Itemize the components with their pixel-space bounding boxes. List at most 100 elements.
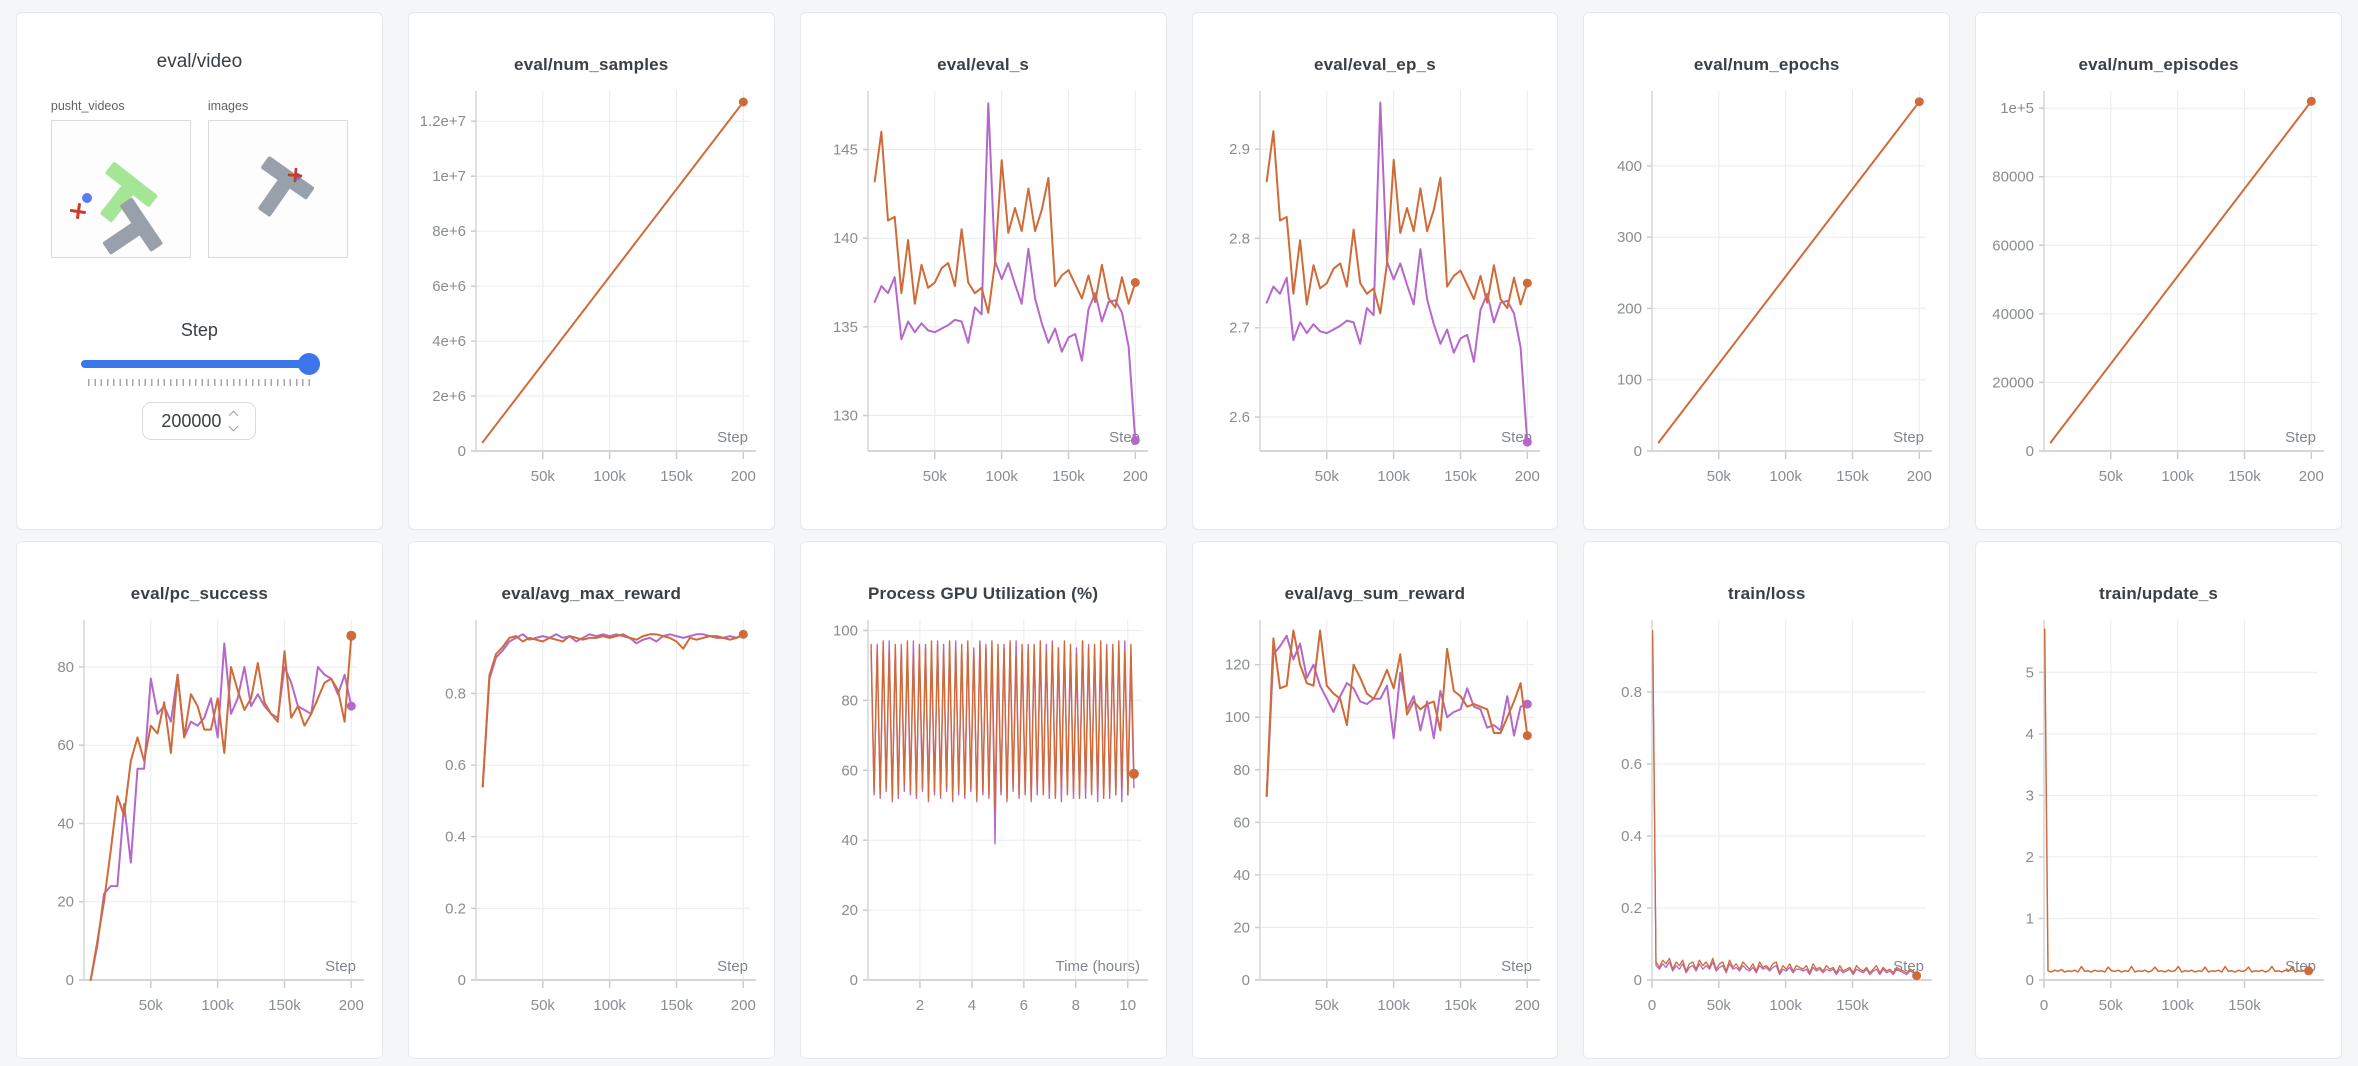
panel-eval-num-episodes: eval/num_episodes 0 20000 40000 60000 80000 1…	[1975, 12, 2342, 530]
panel-eval-avg-sum-reward: eval/avg_sum_reward 0 20 40 60 80 100 120 50k 10…	[1191, 541, 1559, 1059]
svg-text:Step: Step	[1893, 958, 1924, 975]
chart-title: eval/avg_sum_reward	[1284, 584, 1466, 603]
svg-text:0.2: 0.2	[445, 900, 466, 917]
svg-text:Step: Step	[717, 429, 748, 446]
chevron-up-icon[interactable]	[228, 410, 239, 421]
svg-text:20000: 20000	[1992, 374, 2034, 391]
svg-text:50k: 50k	[2098, 997, 2123, 1014]
svg-text:40: 40	[1233, 867, 1250, 884]
svg-text:200: 200	[1515, 468, 1540, 485]
step-input-spinner	[228, 410, 239, 432]
svg-text:80: 80	[58, 659, 75, 676]
svg-text:100k: 100k	[985, 468, 1018, 485]
chart-eval-pc-success[interactable]: 0 20 40 60 80 50k 100k 150k 200 Step	[17, 606, 382, 1030]
svg-text:400: 400	[1617, 158, 1642, 175]
pusht-videos-thumbnail[interactable]	[50, 120, 191, 258]
svg-text:50k: 50k	[1315, 468, 1340, 485]
chart-eval-eval-s[interactable]: 130 135 140 145 50k 100k 150k 200 Step	[801, 77, 1166, 501]
svg-text:100: 100	[1225, 709, 1250, 726]
panel-eval-avg-max-reward: eval/avg_max_reward 0 0.2 0.4 0.6 0.8 50k 100k…	[407, 541, 775, 1059]
svg-text:0.8: 0.8	[1621, 684, 1642, 701]
svg-text:200: 200	[1515, 997, 1540, 1014]
svg-text:2.6: 2.6	[1229, 409, 1250, 426]
svg-text:150k: 150k	[660, 997, 693, 1014]
chart-title: train/update_s	[2099, 584, 2219, 603]
svg-text:6e+6: 6e+6	[432, 278, 466, 295]
svg-text:100k: 100k	[1377, 997, 1410, 1014]
svg-text:6: 6	[1020, 997, 1028, 1014]
svg-text:Step: Step	[717, 958, 748, 975]
svg-text:200: 200	[2298, 468, 2323, 485]
step-slider-label: Step	[180, 320, 218, 340]
chart-title: eval/eval_s	[937, 55, 1030, 74]
chart-train-loss[interactable]: 0 0.2 0.4 0.6 0.8 0 50k 100k 150k Step	[1584, 606, 1949, 1030]
images-thumbnail[interactable]	[207, 120, 348, 258]
svg-text:Time (hours): Time (hours)	[1056, 958, 1140, 975]
svg-text:0.8: 0.8	[445, 685, 466, 702]
svg-text:20: 20	[841, 902, 858, 919]
svg-text:50k: 50k	[2098, 468, 2123, 485]
svg-text:0: 0	[458, 972, 466, 989]
svg-text:50k: 50k	[139, 997, 164, 1014]
svg-text:200: 200	[1123, 468, 1148, 485]
svg-text:Step: Step	[326, 958, 357, 975]
svg-text:4: 4	[2025, 726, 2033, 743]
svg-text:100k: 100k	[594, 468, 627, 485]
panel-eval-pc-success: eval/pc_success 0 20 40 60 80 50k 100k 150k 200 S…	[16, 541, 383, 1059]
svg-text:0: 0	[66, 972, 74, 989]
svg-text:150k: 150k	[1444, 468, 1477, 485]
media-row: pusht_videos images	[17, 99, 382, 258]
svg-text:1e+5: 1e+5	[2000, 100, 2034, 117]
svg-text:0.2: 0.2	[1621, 900, 1642, 917]
svg-text:80000: 80000	[1992, 169, 2034, 186]
svg-text:150k: 150k	[1444, 997, 1477, 1014]
svg-text:0.6: 0.6	[1621, 756, 1642, 773]
chart-eval-avg-max-reward[interactable]: 0 0.2 0.4 0.6 0.8 50k 100k 150k 200 Step	[409, 606, 774, 1030]
step-input[interactable]: 200000	[142, 402, 257, 440]
svg-text:40: 40	[58, 815, 75, 832]
slider-track[interactable]	[81, 360, 318, 368]
step-slider[interactable]	[81, 353, 321, 375]
step-input-value[interactable]: 200000	[161, 410, 222, 431]
svg-text:135: 135	[833, 319, 858, 336]
svg-text:40: 40	[841, 832, 858, 849]
svg-text:2: 2	[916, 997, 924, 1014]
svg-text:1e+7: 1e+7	[432, 168, 466, 185]
chevron-down-icon[interactable]	[228, 421, 239, 432]
svg-text:1.2e+7: 1.2e+7	[420, 113, 466, 130]
chart-eval-num-samples[interactable]: 0 2e+6 4e+6 6e+6 8e+6 1e+7 1.2e+7 50k 100k 150k 20…	[409, 77, 774, 501]
slider-handle[interactable]	[298, 353, 321, 375]
chart-process-gpu-utilization[interactable]: 0 20 40 60 80 100 2 4 6 8 10 Time (hours)	[801, 606, 1166, 1030]
goal-cross-icon	[69, 202, 87, 220]
chart-eval-eval-ep-s[interactable]: 2.6 2.7 2.8 2.9 50k 100k 150k 200 Step	[1193, 77, 1558, 501]
svg-text:100: 100	[1617, 372, 1642, 389]
svg-text:3: 3	[2025, 787, 2033, 804]
svg-text:200: 200	[1907, 468, 1932, 485]
svg-text:0.6: 0.6	[445, 757, 466, 774]
gray-tee-shape	[239, 155, 315, 231]
chart-eval-num-episodes[interactable]: 0 20000 40000 60000 80000 1e+5 50k 100k 150k 200 S…	[1976, 77, 2341, 501]
panel-eval-video: eval/video pusht_videos images	[16, 12, 383, 530]
chart-eval-avg-sum-reward[interactable]: 0 20 40 60 80 100 120 50k 100k 150k 200 Step	[1193, 606, 1558, 1030]
svg-text:150k: 150k	[269, 997, 302, 1014]
svg-text:50k: 50k	[1706, 468, 1731, 485]
svg-text:100: 100	[833, 622, 858, 639]
svg-text:0.4: 0.4	[1621, 828, 1642, 845]
svg-text:0: 0	[1633, 443, 1641, 460]
chart-train-update-s[interactable]: 0 1 2 3 4 5 0 50k 100k 150k Step	[1976, 606, 2341, 1030]
chart-title: eval/pc_success	[130, 584, 269, 603]
chart-title: train/loss	[1727, 584, 1806, 603]
svg-text:8e+6: 8e+6	[432, 223, 466, 240]
panel-train-loss: train/loss 0 0.2 0.4 0.6 0.8 0 50k 100k 150k Step	[1583, 541, 1951, 1059]
slider-tick-ruler	[88, 379, 311, 386]
chart-eval-num-epochs[interactable]: 0 100 200 300 400 50k 100k 150k 200 Step	[1584, 77, 1949, 501]
svg-text:20: 20	[1233, 919, 1250, 936]
svg-text:20: 20	[58, 894, 75, 911]
svg-text:10: 10	[1119, 997, 1136, 1014]
panel-eval-eval-s: eval/eval_s 130 135 140 145 50k 100k 150k 200 St…	[799, 12, 1167, 530]
svg-text:150k: 150k	[1836, 997, 1869, 1014]
svg-text:100k: 100k	[594, 997, 627, 1014]
svg-text:100k: 100k	[1377, 468, 1410, 485]
svg-text:4: 4	[968, 997, 976, 1014]
